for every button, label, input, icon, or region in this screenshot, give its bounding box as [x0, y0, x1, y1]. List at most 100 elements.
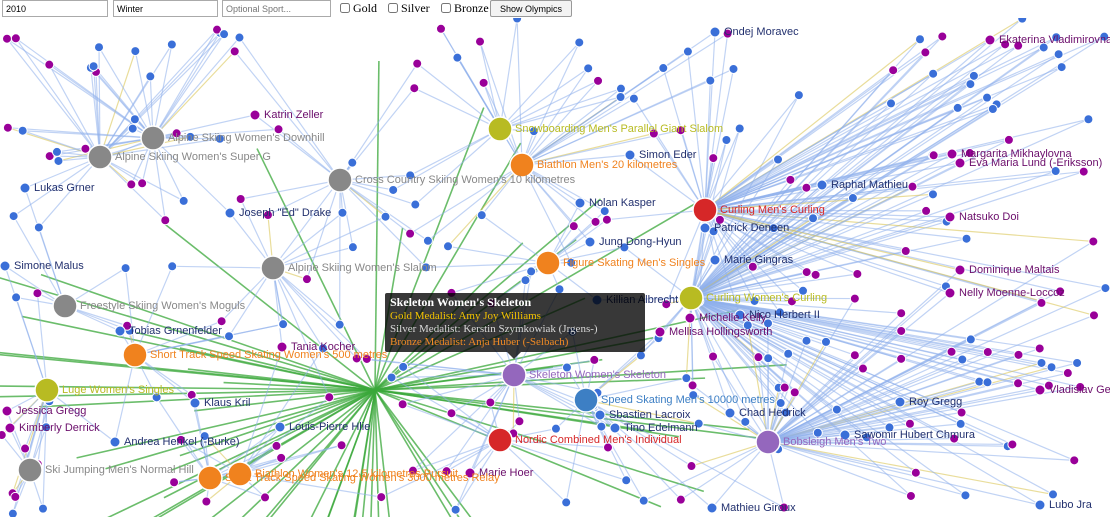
edge	[690, 290, 804, 299]
edge	[124, 268, 136, 356]
edge	[767, 401, 901, 443]
edge	[48, 64, 101, 158]
node-dot	[910, 467, 921, 478]
event-node[interactable]	[197, 465, 223, 491]
edge	[136, 331, 376, 391]
edge	[704, 36, 1057, 211]
edge	[272, 267, 358, 359]
node-dot	[151, 392, 162, 403]
controls: Gold Silver Bronze Show Olympics	[0, 0, 1110, 18]
event-node[interactable]	[327, 167, 353, 193]
event-node[interactable]	[487, 116, 513, 142]
edge	[690, 297, 786, 388]
node-dot	[773, 154, 784, 165]
node-dot	[122, 320, 133, 331]
edge	[272, 267, 341, 326]
edge	[306, 179, 341, 280]
gold-checkbox[interactable]: Gold	[340, 0, 377, 16]
node-dot	[137, 178, 148, 189]
event-node[interactable]	[227, 461, 253, 487]
node-dot	[475, 36, 486, 47]
node-dot	[779, 382, 790, 393]
edge	[24, 156, 101, 189]
athlete-node	[1, 405, 13, 417]
athlete-label: Lubo Jra	[1049, 499, 1093, 511]
node-dot	[574, 37, 585, 48]
node-dot	[1043, 380, 1054, 391]
athlete-node	[944, 211, 956, 223]
edge	[414, 128, 501, 205]
edge	[209, 426, 281, 479]
event-node[interactable]	[122, 342, 148, 368]
node-dot	[921, 205, 932, 216]
checkbox[interactable]	[388, 3, 398, 13]
edge	[521, 42, 580, 166]
node-dot	[2, 122, 13, 133]
sport-input[interactable]	[222, 0, 331, 17]
event-node[interactable]	[501, 362, 527, 388]
event-label: Curling Women's Curling	[706, 292, 827, 304]
athlete-label: Kimberly Derrick	[19, 422, 100, 434]
checkbox[interactable]	[441, 3, 451, 13]
edge	[499, 439, 609, 449]
silver-checkbox[interactable]: Silver	[388, 0, 430, 16]
event-node[interactable]	[535, 250, 561, 276]
edge	[479, 41, 501, 130]
athlete-node	[839, 429, 851, 441]
season-input[interactable]	[113, 0, 218, 17]
edge	[690, 297, 1019, 356]
edge	[409, 128, 501, 176]
event-node[interactable]	[260, 255, 286, 281]
edge	[272, 267, 330, 398]
show-button[interactable]: Show Olympics	[490, 0, 572, 17]
node-dot	[658, 63, 669, 74]
edge	[704, 209, 858, 275]
event-node[interactable]	[17, 457, 43, 483]
node-dot	[900, 246, 911, 257]
event-node[interactable]	[140, 125, 166, 151]
event-node[interactable]	[573, 387, 599, 413]
event-node[interactable]	[692, 197, 718, 223]
event-label: Short Track Speed Skating Women's 500 me…	[150, 349, 388, 361]
athlete-label: Nelly Moenne-Loccoz	[959, 287, 1065, 299]
athlete-label: Louis-Pierre Hlie	[289, 421, 370, 433]
event-node[interactable]	[755, 429, 781, 455]
edge	[690, 297, 902, 314]
node-dot	[1062, 368, 1073, 379]
edge	[585, 377, 687, 401]
node-dot	[628, 93, 639, 104]
node-dot	[705, 75, 716, 86]
edge	[152, 44, 173, 139]
event-node[interactable]	[487, 427, 513, 453]
node-dot	[849, 350, 860, 361]
node-dot	[615, 83, 626, 94]
event-label: Ski Jumping Men's Normal Hill	[45, 464, 194, 476]
node-dot	[896, 353, 907, 364]
checkbox[interactable]	[340, 3, 350, 13]
edge	[690, 297, 787, 413]
edge	[412, 439, 501, 472]
edge	[152, 32, 221, 139]
node-dot	[1078, 166, 1089, 177]
event-node[interactable]	[678, 285, 704, 311]
year-input[interactable]	[2, 0, 108, 17]
node-dot	[201, 496, 212, 507]
event-node[interactable]	[509, 152, 535, 178]
event-node[interactable]	[87, 144, 113, 170]
edge	[272, 267, 368, 360]
event-node[interactable]	[34, 377, 60, 403]
edge	[152, 114, 256, 139]
node-dot	[229, 46, 240, 57]
athlete-node	[224, 207, 236, 219]
node-dot	[793, 90, 804, 101]
event-label: Luge Women's Singles	[62, 384, 174, 396]
node-dot	[907, 181, 918, 192]
event-node[interactable]	[52, 293, 78, 319]
edge	[690, 83, 971, 299]
node-dot	[11, 292, 22, 303]
bronze-checkbox[interactable]: Bronze	[441, 0, 489, 16]
node-dot	[1053, 49, 1064, 60]
node-dot	[88, 61, 99, 72]
athlete-node	[1034, 499, 1046, 511]
node-dot	[1100, 283, 1110, 294]
